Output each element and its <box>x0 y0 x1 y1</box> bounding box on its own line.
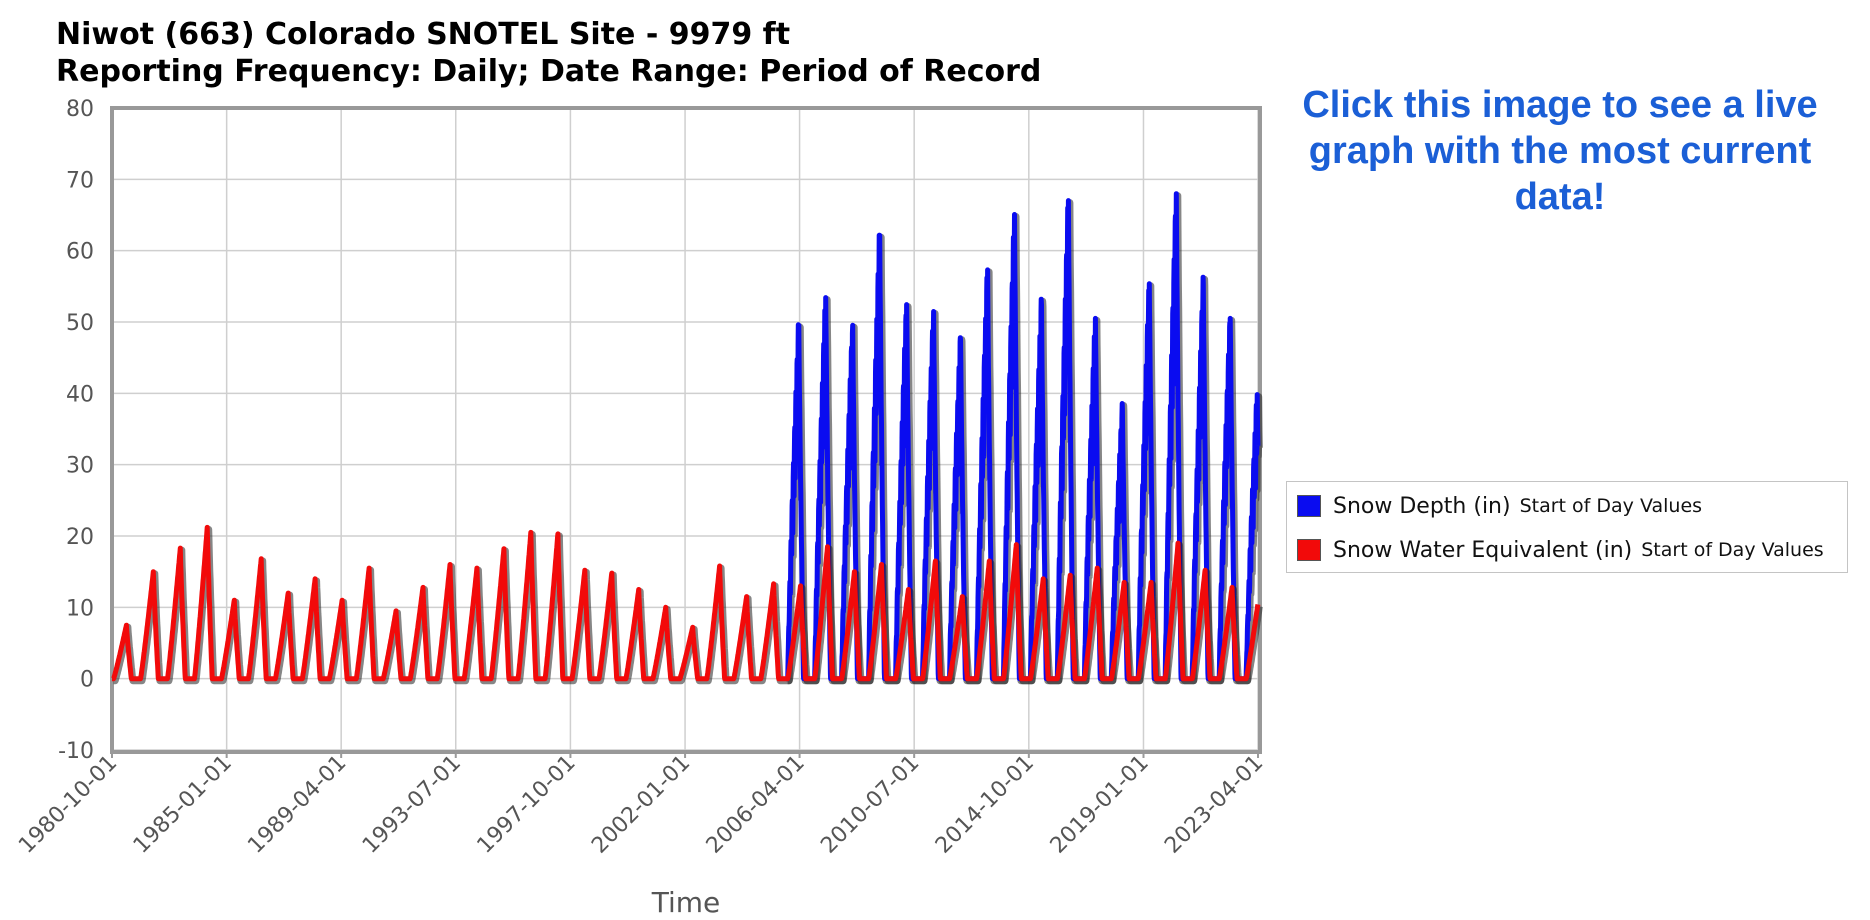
x-tick-label: 1997-10-01 <box>473 751 581 859</box>
legend-sublabel: Start of Day Values <box>1641 539 1824 561</box>
legend-swatch-swe <box>1297 539 1321 561</box>
x-axis-title: Time <box>651 886 721 919</box>
y-tick-label: 0 <box>80 668 94 693</box>
chart-subtitle: Reporting Frequency: Daily; Date Range: … <box>56 54 1042 89</box>
series-layer <box>109 191 1263 685</box>
x-tick-label: 1980-10-01 <box>14 751 122 859</box>
x-tick-label: 2023-04-01 <box>1160 751 1268 859</box>
y-tick-label: 10 <box>66 596 94 621</box>
series-line-swe <box>109 524 1261 682</box>
x-tick-label: 1989-04-01 <box>243 751 351 859</box>
x-tick-label: 2002-01-01 <box>587 751 695 859</box>
y-tick-label: 30 <box>66 454 94 479</box>
y-tick-label: 80 <box>66 97 94 122</box>
legend-sublabel: Start of Day Values <box>1519 495 1703 517</box>
y-tick-label: 20 <box>66 525 94 550</box>
legend-label: Snow Water Equivalent (in) <box>1333 537 1633 563</box>
chart-title: Niwot (663) Colorado SNOTEL Site - 9979 … <box>56 17 791 52</box>
x-tick-label: 2006-04-01 <box>702 751 810 859</box>
x-axis-ticks: 1980-10-01 1985-01-01 1989-04-01 1993-07-01… <box>14 750 1268 859</box>
y-axis-ticks: -10 0 10 20 30 40 50 60 70 80 <box>58 97 94 764</box>
x-tick-label: 1985-01-01 <box>129 751 237 859</box>
chart-title-block: Niwot (663) Colorado SNOTEL Site - 9979 … <box>56 16 1041 90</box>
y-tick-label: 50 <box>66 311 94 336</box>
x-tick-label: 1993-07-01 <box>358 751 466 859</box>
legend-swatch-snow-depth <box>1297 495 1321 517</box>
y-tick-label: 40 <box>66 382 94 407</box>
y-tick-label: -10 <box>58 739 94 764</box>
x-tick-label: 2010-07-01 <box>816 751 924 859</box>
legend-item-swe[interactable]: Snow Water Equivalent (in) Start of Day … <box>1297 532 1824 568</box>
x-tick-label: 2014-10-01 <box>931 751 1039 859</box>
legend: Snow Depth (in) Start of Day Values Snow… <box>1286 481 1848 573</box>
y-tick-label: 70 <box>66 168 94 193</box>
y-tick-label: 60 <box>66 240 94 265</box>
legend-label: Snow Depth (in) <box>1333 493 1511 519</box>
live-graph-note[interactable]: Click this image to see a live graph wit… <box>1302 84 1818 218</box>
legend-item-snow-depth[interactable]: Snow Depth (in) Start of Day Values <box>1297 488 1702 524</box>
x-tick-label: 2019-01-01 <box>1046 751 1154 859</box>
